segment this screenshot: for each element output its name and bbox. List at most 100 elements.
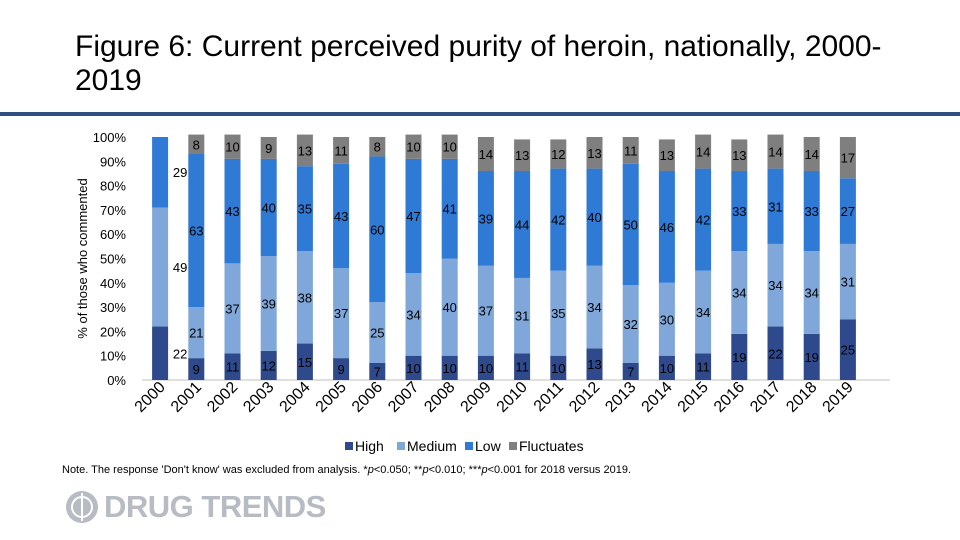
drug-trends-logo: DRUG TRENDS	[66, 489, 326, 524]
x-tick-label: 2003	[240, 379, 277, 416]
bar-segment	[803, 333, 820, 380]
data-label: 10	[551, 361, 565, 376]
data-label: 13	[298, 143, 312, 158]
bar-segment	[550, 270, 567, 356]
bar-segment	[369, 156, 386, 303]
legend-swatch	[397, 442, 405, 450]
y-tick-label: 0%	[107, 373, 126, 388]
footnote-text: <0.001 for 2018 versus 2019.	[487, 464, 632, 476]
bar-segment	[296, 343, 313, 380]
y-tick-label: 60%	[100, 227, 126, 242]
data-label: 34	[587, 300, 601, 315]
footnote-p-3: p	[481, 464, 488, 476]
data-label: 17	[841, 151, 855, 166]
bar-segment	[695, 134, 712, 169]
data-label: 37	[225, 301, 239, 316]
bar-segment	[767, 168, 784, 244]
bar-segment	[296, 166, 313, 252]
data-label: 34	[732, 286, 746, 301]
data-label: 13	[587, 357, 601, 372]
bar-segment	[839, 178, 856, 244]
page-title: Figure 6: Current perceived purity of he…	[75, 30, 882, 97]
data-label: 32	[623, 317, 637, 332]
y-tick-label: 30%	[100, 300, 126, 315]
data-label: 31	[515, 309, 529, 324]
bar-segment	[839, 243, 856, 320]
bar-segment	[803, 171, 820, 252]
legend-label: High	[355, 438, 384, 454]
x-tick-label: 2015	[675, 379, 712, 416]
data-label: 31	[768, 199, 782, 214]
legend-label: Medium	[407, 438, 457, 454]
y-tick-label: 40%	[100, 276, 126, 291]
bar-segment	[224, 353, 241, 380]
bar-segment	[622, 285, 639, 363]
data-label: 9	[265, 141, 272, 156]
legend-swatch	[345, 442, 353, 450]
data-label: 37	[479, 304, 493, 319]
footnote-text: Note. The response 'Don't know' was excl…	[62, 464, 368, 476]
data-label: 49	[173, 260, 187, 275]
x-tick-label: 2005	[313, 379, 350, 416]
data-label: 31	[841, 275, 855, 290]
bar-segment	[441, 158, 458, 259]
data-label: 34	[696, 305, 710, 320]
y-tick-label: 50%	[100, 252, 126, 267]
globe-icon	[66, 491, 98, 523]
legend-swatch	[509, 442, 517, 450]
bar-segment	[839, 319, 856, 380]
bar-segment	[803, 137, 820, 172]
data-label: 33	[804, 204, 818, 219]
data-label: 13	[732, 148, 746, 163]
data-label: 34	[804, 286, 818, 301]
bar-segment	[514, 171, 531, 278]
data-label: 46	[660, 220, 674, 235]
y-tick-label: 20%	[100, 324, 126, 339]
bar-segment	[224, 158, 241, 264]
bar-segment	[622, 137, 639, 164]
data-label: 11	[696, 360, 710, 375]
data-label: 11	[334, 143, 348, 158]
x-tick-label: 2013	[602, 379, 639, 416]
bar-segment	[477, 171, 494, 266]
data-label: 42	[696, 213, 710, 228]
data-label: 10	[660, 361, 674, 376]
bar-segment	[586, 137, 603, 169]
bar-segment	[695, 270, 712, 354]
bar-segment	[188, 154, 205, 308]
data-label: 39	[479, 211, 493, 226]
bar-segment	[731, 139, 748, 172]
data-label: 10	[225, 140, 239, 155]
data-label: 10	[442, 361, 456, 376]
bar-segment	[731, 171, 748, 252]
legend-label: Low	[475, 438, 502, 454]
bar-segment	[441, 258, 458, 356]
data-label: 9	[193, 362, 200, 377]
y-tick-label: 70%	[100, 203, 126, 218]
data-label: 50	[623, 217, 637, 232]
data-label: 25	[841, 343, 855, 358]
x-tick-label: 2006	[349, 379, 386, 416]
bar-segment	[658, 139, 675, 172]
logo-text: DRUG TRENDS	[104, 489, 326, 524]
data-label: 10	[406, 140, 420, 155]
bar-segment	[767, 243, 784, 327]
bar-segment	[477, 137, 494, 172]
data-label: 13	[515, 148, 529, 163]
legend-label: Fluctuates	[519, 438, 584, 454]
data-label: 7	[374, 364, 381, 379]
bar-segment	[260, 350, 277, 380]
bar-segment	[731, 333, 748, 380]
bar-segment	[224, 263, 241, 354]
bar-segment	[622, 163, 639, 286]
data-label: 8	[374, 140, 381, 155]
x-tick-label: 2019	[820, 379, 857, 416]
data-label: 63	[189, 224, 203, 239]
data-label: 34	[768, 278, 782, 293]
bar-segment	[441, 355, 458, 380]
data-label: 10	[479, 361, 493, 376]
data-label: 13	[587, 146, 601, 161]
x-tick-label: 2001	[168, 379, 205, 416]
footnote-p-2: p	[422, 464, 429, 476]
data-label: 7	[627, 364, 634, 379]
